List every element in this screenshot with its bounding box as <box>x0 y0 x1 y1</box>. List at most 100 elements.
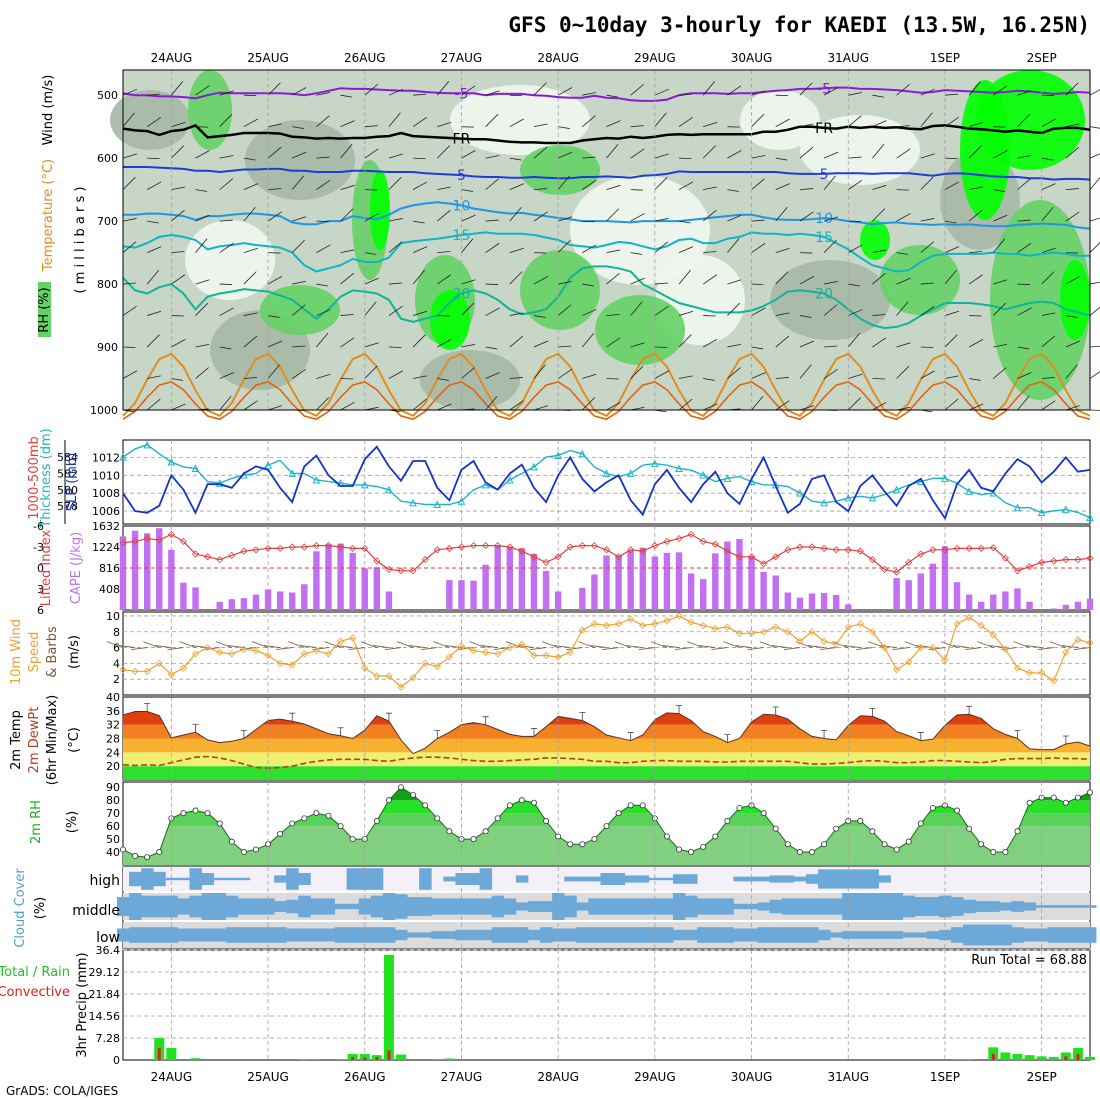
wind-barb <box>727 302 741 316</box>
wind-barb <box>557 151 573 159</box>
cloud-bar <box>370 868 384 890</box>
cloud-high-label: high <box>89 873 120 889</box>
temp-minmax-bar <box>482 716 489 725</box>
cloud-bar <box>165 895 178 918</box>
cloud-bar <box>443 898 456 915</box>
wind-speed-point <box>687 618 695 626</box>
cloud-bar <box>394 929 408 941</box>
wind-barb <box>122 112 135 127</box>
cloud-bar <box>515 927 529 943</box>
rh-2m-point <box>144 854 151 861</box>
wind-barb <box>606 184 621 191</box>
wind-barb <box>654 218 669 222</box>
cloud-bar <box>322 898 335 915</box>
wind-speed-point <box>880 644 889 652</box>
date-tick-bottom: 2SEP <box>1027 1070 1057 1084</box>
wind-barb <box>219 178 234 190</box>
precip-total-bar <box>444 1058 455 1060</box>
wind-barb <box>533 315 546 318</box>
lifted-index-point <box>820 544 828 552</box>
rh-2m-point <box>978 841 985 848</box>
rh-2m-point <box>470 836 477 843</box>
cloud-bar <box>274 875 287 883</box>
wind-barb <box>582 332 595 348</box>
wind-barb <box>1089 176 1100 190</box>
wind-barb <box>413 220 425 224</box>
rh-shading <box>740 90 820 150</box>
rh-2m-point <box>530 799 537 806</box>
wind-barb <box>872 184 887 191</box>
rh-2m-point <box>712 833 719 840</box>
rh-2m-point <box>289 820 296 827</box>
cape-bar <box>554 591 562 610</box>
rh-2m-point <box>676 846 683 853</box>
wind-barb <box>243 335 258 348</box>
surface-wind-barb <box>590 645 607 648</box>
cloud-bar <box>636 927 650 943</box>
cloud-bar <box>866 931 879 939</box>
wind-barb <box>316 156 330 159</box>
lifted-index-point <box>880 565 889 573</box>
date-tick-bottom: 31AUG <box>827 1070 869 1084</box>
cape-bar <box>216 601 223 610</box>
wind-barb <box>993 279 1008 285</box>
wind-barb <box>461 214 476 222</box>
slp-tick: 1010 <box>92 469 120 482</box>
wind-barb <box>799 364 812 379</box>
cloud-bar <box>165 877 178 881</box>
rh-shading <box>185 220 275 300</box>
wind-barb <box>243 118 258 128</box>
rh-2m-point <box>688 849 695 856</box>
cloud-bar <box>769 899 783 914</box>
thickness-point <box>288 469 297 477</box>
precip-tick: 21.84 <box>89 988 121 1001</box>
cape-bar <box>615 555 622 610</box>
wind-barb <box>412 117 427 127</box>
wind-barb <box>872 314 886 316</box>
rh-2m-point <box>180 810 187 817</box>
wind-speed-point <box>651 620 659 628</box>
slp-tick: 1012 <box>92 451 120 464</box>
wind-barb <box>340 337 355 348</box>
wind-barb <box>630 277 645 285</box>
li-tick: 0 <box>37 562 44 575</box>
wind-barb <box>1041 271 1055 285</box>
wind-barb <box>340 143 353 159</box>
rh-2m-point <box>905 838 912 845</box>
wind-barb <box>147 220 159 224</box>
cloud-bar <box>902 895 916 918</box>
isotherm-label: FR <box>453 132 471 148</box>
wind-barb <box>388 370 404 379</box>
lifted-index-point <box>711 540 719 548</box>
wind-barb <box>582 179 597 190</box>
cloud-bar <box>733 876 746 882</box>
pressure-tick: 600 <box>97 152 118 165</box>
wind-barb <box>872 272 886 285</box>
rh-shading <box>1060 260 1090 340</box>
cloud-bar <box>467 929 480 941</box>
wind-barb <box>364 365 378 379</box>
wind-barb <box>993 302 1007 316</box>
rh-2m-point <box>422 802 429 809</box>
cape-bar <box>131 530 139 610</box>
wind-barb <box>678 220 691 224</box>
wind-barb <box>291 239 305 253</box>
wind-barb <box>654 112 667 127</box>
thickness-point <box>312 475 321 484</box>
precip-total-bar <box>1024 1055 1035 1060</box>
surface-wind-barb <box>433 641 450 648</box>
wind-barb <box>171 81 184 96</box>
wind-barb <box>485 242 500 253</box>
cloud-bar <box>189 868 202 890</box>
wind-barb <box>848 92 862 96</box>
temp-minmax-bar <box>240 730 247 739</box>
lifted-index-point <box>252 546 260 554</box>
cloud-bar <box>636 875 650 883</box>
wind-barb <box>533 188 548 191</box>
wind-barb <box>702 274 718 285</box>
surface-wind-barb <box>940 641 958 648</box>
surface-wind-barb <box>953 645 970 648</box>
lifted-index-point <box>349 544 357 552</box>
surface-wind-barb <box>421 647 438 650</box>
wind-speed-point <box>131 667 139 675</box>
